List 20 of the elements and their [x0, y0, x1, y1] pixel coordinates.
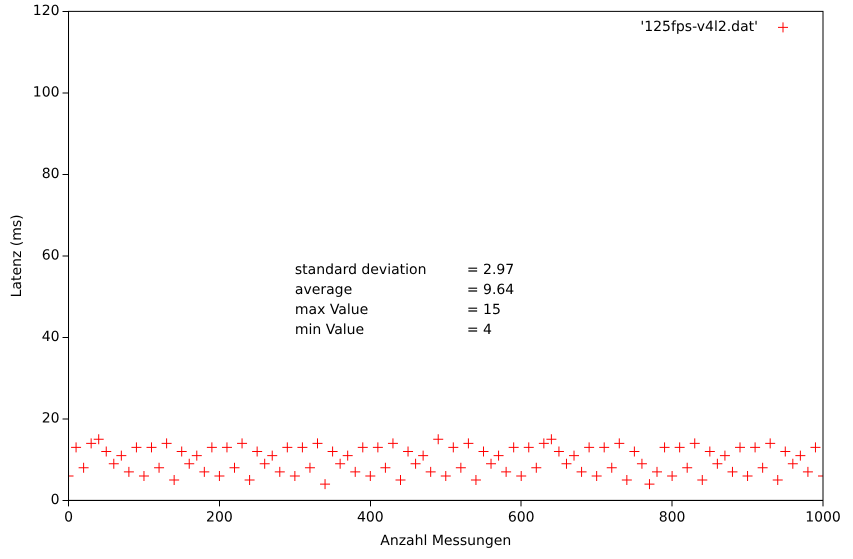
y-tick-label: 80	[42, 166, 60, 182]
y-tick-label: 100	[32, 84, 60, 101]
x-axis-title: Anzahl Messungen	[380, 533, 512, 550]
x-tick-label: 1000	[805, 509, 841, 526]
text: standard deviation = 2.97	[294, 262, 514, 278]
x-tick-label: 0	[64, 509, 73, 526]
y-tick-label: 40	[42, 329, 60, 346]
text: min Value = 4	[294, 322, 492, 338]
x-tick-label: 600	[508, 509, 535, 526]
legend-label: '125fps-v4l2.dat'	[640, 19, 758, 36]
y-tick-label: 20	[42, 410, 60, 427]
y-tick-label: 120	[32, 3, 60, 20]
y-axis-title: Latenz (ms)	[9, 214, 26, 298]
x-tick-label: 800	[658, 509, 686, 526]
text: average = 9.64	[294, 282, 514, 298]
text: max Value = 15	[294, 302, 501, 318]
x-tick-label: 400	[356, 509, 384, 526]
y-tick-label: 0	[50, 492, 60, 508]
y-tick-label: 60	[42, 248, 60, 264]
x-tick-label: 200	[206, 509, 233, 526]
